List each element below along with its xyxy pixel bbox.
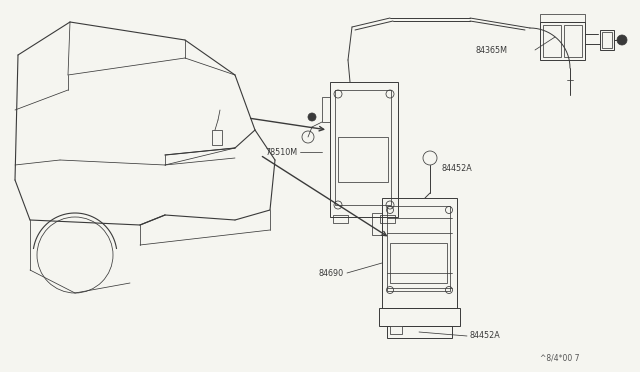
Bar <box>333 215 348 223</box>
Bar <box>338 137 388 182</box>
Bar <box>390 326 402 334</box>
Bar <box>387 326 452 338</box>
Bar <box>540 14 585 22</box>
Text: 84452A: 84452A <box>442 164 473 173</box>
Bar <box>564 25 582 57</box>
Bar <box>212 130 222 145</box>
Bar <box>387 206 450 291</box>
Circle shape <box>308 113 316 121</box>
Bar <box>600 30 614 50</box>
Text: 78510M: 78510M <box>266 148 298 157</box>
Bar <box>540 22 585 60</box>
Bar <box>322 97 330 122</box>
Text: ^8/4*00 7: ^8/4*00 7 <box>540 353 579 362</box>
Text: 84452A: 84452A <box>469 331 500 340</box>
Text: 84365M: 84365M <box>475 45 507 55</box>
Circle shape <box>617 35 627 45</box>
Bar <box>543 25 561 57</box>
Bar <box>380 215 395 223</box>
Bar <box>602 32 612 48</box>
Bar <box>330 82 398 217</box>
Text: 84690: 84690 <box>319 269 344 278</box>
Bar <box>390 243 447 283</box>
Bar <box>379 308 460 326</box>
Bar <box>372 213 382 235</box>
Bar <box>335 90 391 205</box>
Bar <box>382 198 457 308</box>
